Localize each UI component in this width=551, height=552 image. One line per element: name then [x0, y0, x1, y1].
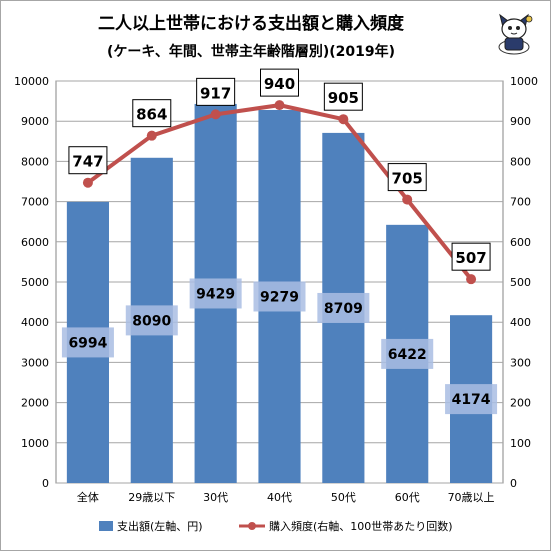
bar-label-box	[125, 305, 178, 336]
y-left-tick-label: 3000	[21, 356, 49, 369]
y-right-tick-label: 400	[510, 316, 531, 329]
y-left-tick-label: 6000	[21, 236, 49, 249]
bar-label: 9279	[260, 289, 299, 305]
legend-swatch-bar	[99, 521, 113, 531]
x-tick-label: 29歳以下	[128, 491, 175, 504]
bar-label-box	[253, 281, 306, 312]
y-left-tick-label: 5000	[21, 276, 49, 289]
line-label-box	[387, 163, 427, 192]
legend-swatch-marker	[248, 522, 256, 530]
line-point	[466, 274, 477, 285]
y-left-tick-label: 8000	[21, 155, 49, 168]
y-right-tick-label: 900	[510, 115, 531, 128]
line-label: 705	[392, 170, 423, 188]
x-tick-label: 40代	[267, 491, 292, 504]
line-label-box	[196, 77, 236, 106]
y-left-tick-label: 2000	[21, 397, 49, 410]
bar-label: 4174	[452, 392, 491, 408]
frequency-line	[82, 100, 477, 285]
y-left-tick-label: 10000	[14, 75, 49, 88]
y-left-tick-label: 9000	[21, 115, 49, 128]
y-right-tick-label: 800	[510, 155, 531, 168]
legend-label-bar: 支出額(左軸、円)	[117, 519, 203, 533]
line-label: 507	[455, 249, 486, 267]
chart-title: 二人以上世帯における支出額と購入頻度	[98, 13, 405, 34]
bar-label-box	[317, 292, 370, 323]
bar-label: 6422	[388, 347, 427, 363]
line-label-box	[132, 99, 172, 128]
axes: 0100020003000400050006000700080009000100…	[14, 75, 538, 504]
line-label-box	[260, 68, 299, 97]
bar-label: 9429	[196, 286, 235, 302]
line-label-box	[323, 82, 363, 111]
y-right-tick-label: 100	[510, 437, 531, 450]
line-point	[82, 177, 93, 188]
x-tick-label: 30代	[203, 491, 228, 504]
y-right-tick-label: 200	[510, 397, 531, 410]
x-tick-label: 60代	[395, 491, 420, 504]
bar-label: 8709	[324, 301, 363, 317]
line-label: 940	[264, 75, 295, 93]
legend: 支出額(左軸、円) 購入頻度(右軸、100世帯あたり回数)	[99, 519, 453, 533]
y-right-tick-label: 1000	[510, 75, 538, 88]
y-right-tick-label: 600	[510, 236, 531, 249]
legend-label-line: 購入頻度(右軸、100世帯あたり回数)	[269, 519, 453, 533]
y-right-tick-label: 500	[510, 276, 531, 289]
line-point	[274, 100, 285, 111]
y-right-tick-label: 300	[510, 356, 531, 369]
chart-subtitle: (ケーキ、年間、世帯主年齢階層別)(2019年)	[107, 43, 395, 60]
line-point	[402, 194, 413, 205]
bar-label-box	[381, 338, 434, 369]
bar-label-box	[189, 278, 242, 309]
bar-label: 8090	[132, 313, 171, 329]
line-point	[210, 109, 221, 120]
line-label: 905	[328, 89, 359, 107]
line-label: 747	[72, 153, 103, 171]
y-right-tick-label: 0	[510, 477, 517, 490]
line-label: 917	[200, 84, 231, 102]
x-tick-label: 70歳以上	[448, 491, 495, 504]
line-point	[146, 130, 157, 141]
mascot-cat-icon	[498, 13, 533, 55]
y-right-tick-label: 700	[510, 196, 531, 209]
bar-label-box	[445, 384, 498, 415]
data-labels: 6994 8090 9429 9279 8709 6422 4174 747 864 917 940…	[61, 68, 498, 415]
line-label-box	[451, 242, 491, 271]
x-tick-label: 全体	[77, 490, 99, 504]
line-point	[338, 114, 349, 125]
y-left-tick-label: 7000	[21, 196, 49, 209]
y-left-tick-label: 1000	[21, 437, 49, 450]
line-label-box	[68, 146, 108, 175]
bar-label-box	[61, 327, 114, 358]
bar-label: 6994	[68, 335, 107, 351]
x-tick-label: 50代	[331, 491, 356, 504]
y-left-tick-label: 0	[42, 477, 49, 490]
line-label: 864	[136, 106, 167, 124]
y-left-tick-label: 4000	[21, 316, 49, 329]
